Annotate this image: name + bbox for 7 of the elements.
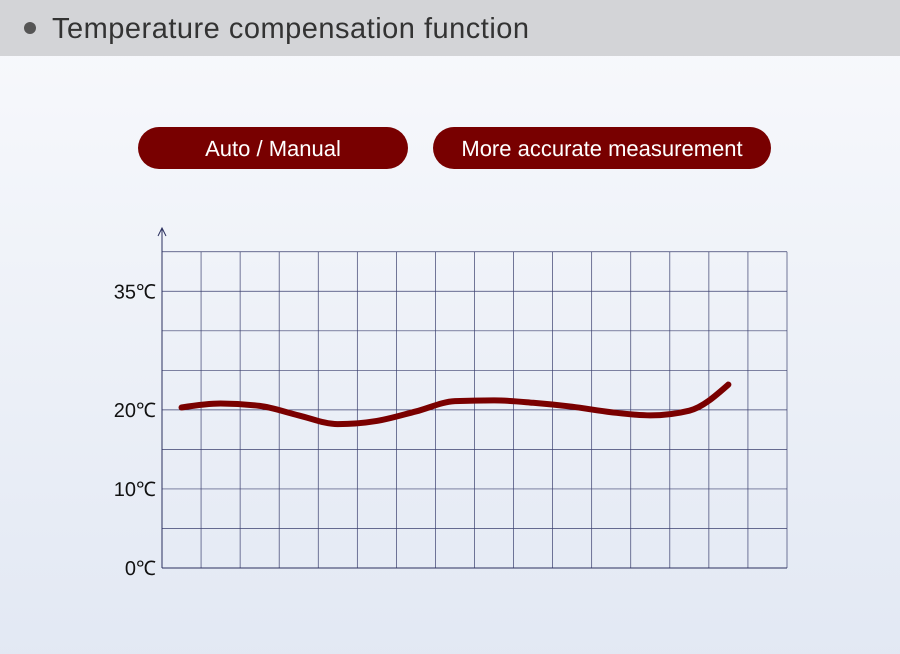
chart-title: Temperature compensation function: [52, 13, 530, 45]
y-tick-label: 0℃: [124, 558, 156, 580]
y-tick-label: 20℃: [114, 400, 156, 422]
y-tick-label: 35℃: [114, 281, 156, 304]
y-tick-label: 10℃: [114, 478, 156, 501]
text: Auto / Manual: [205, 136, 341, 161]
text: More accurate measurement: [461, 136, 743, 161]
